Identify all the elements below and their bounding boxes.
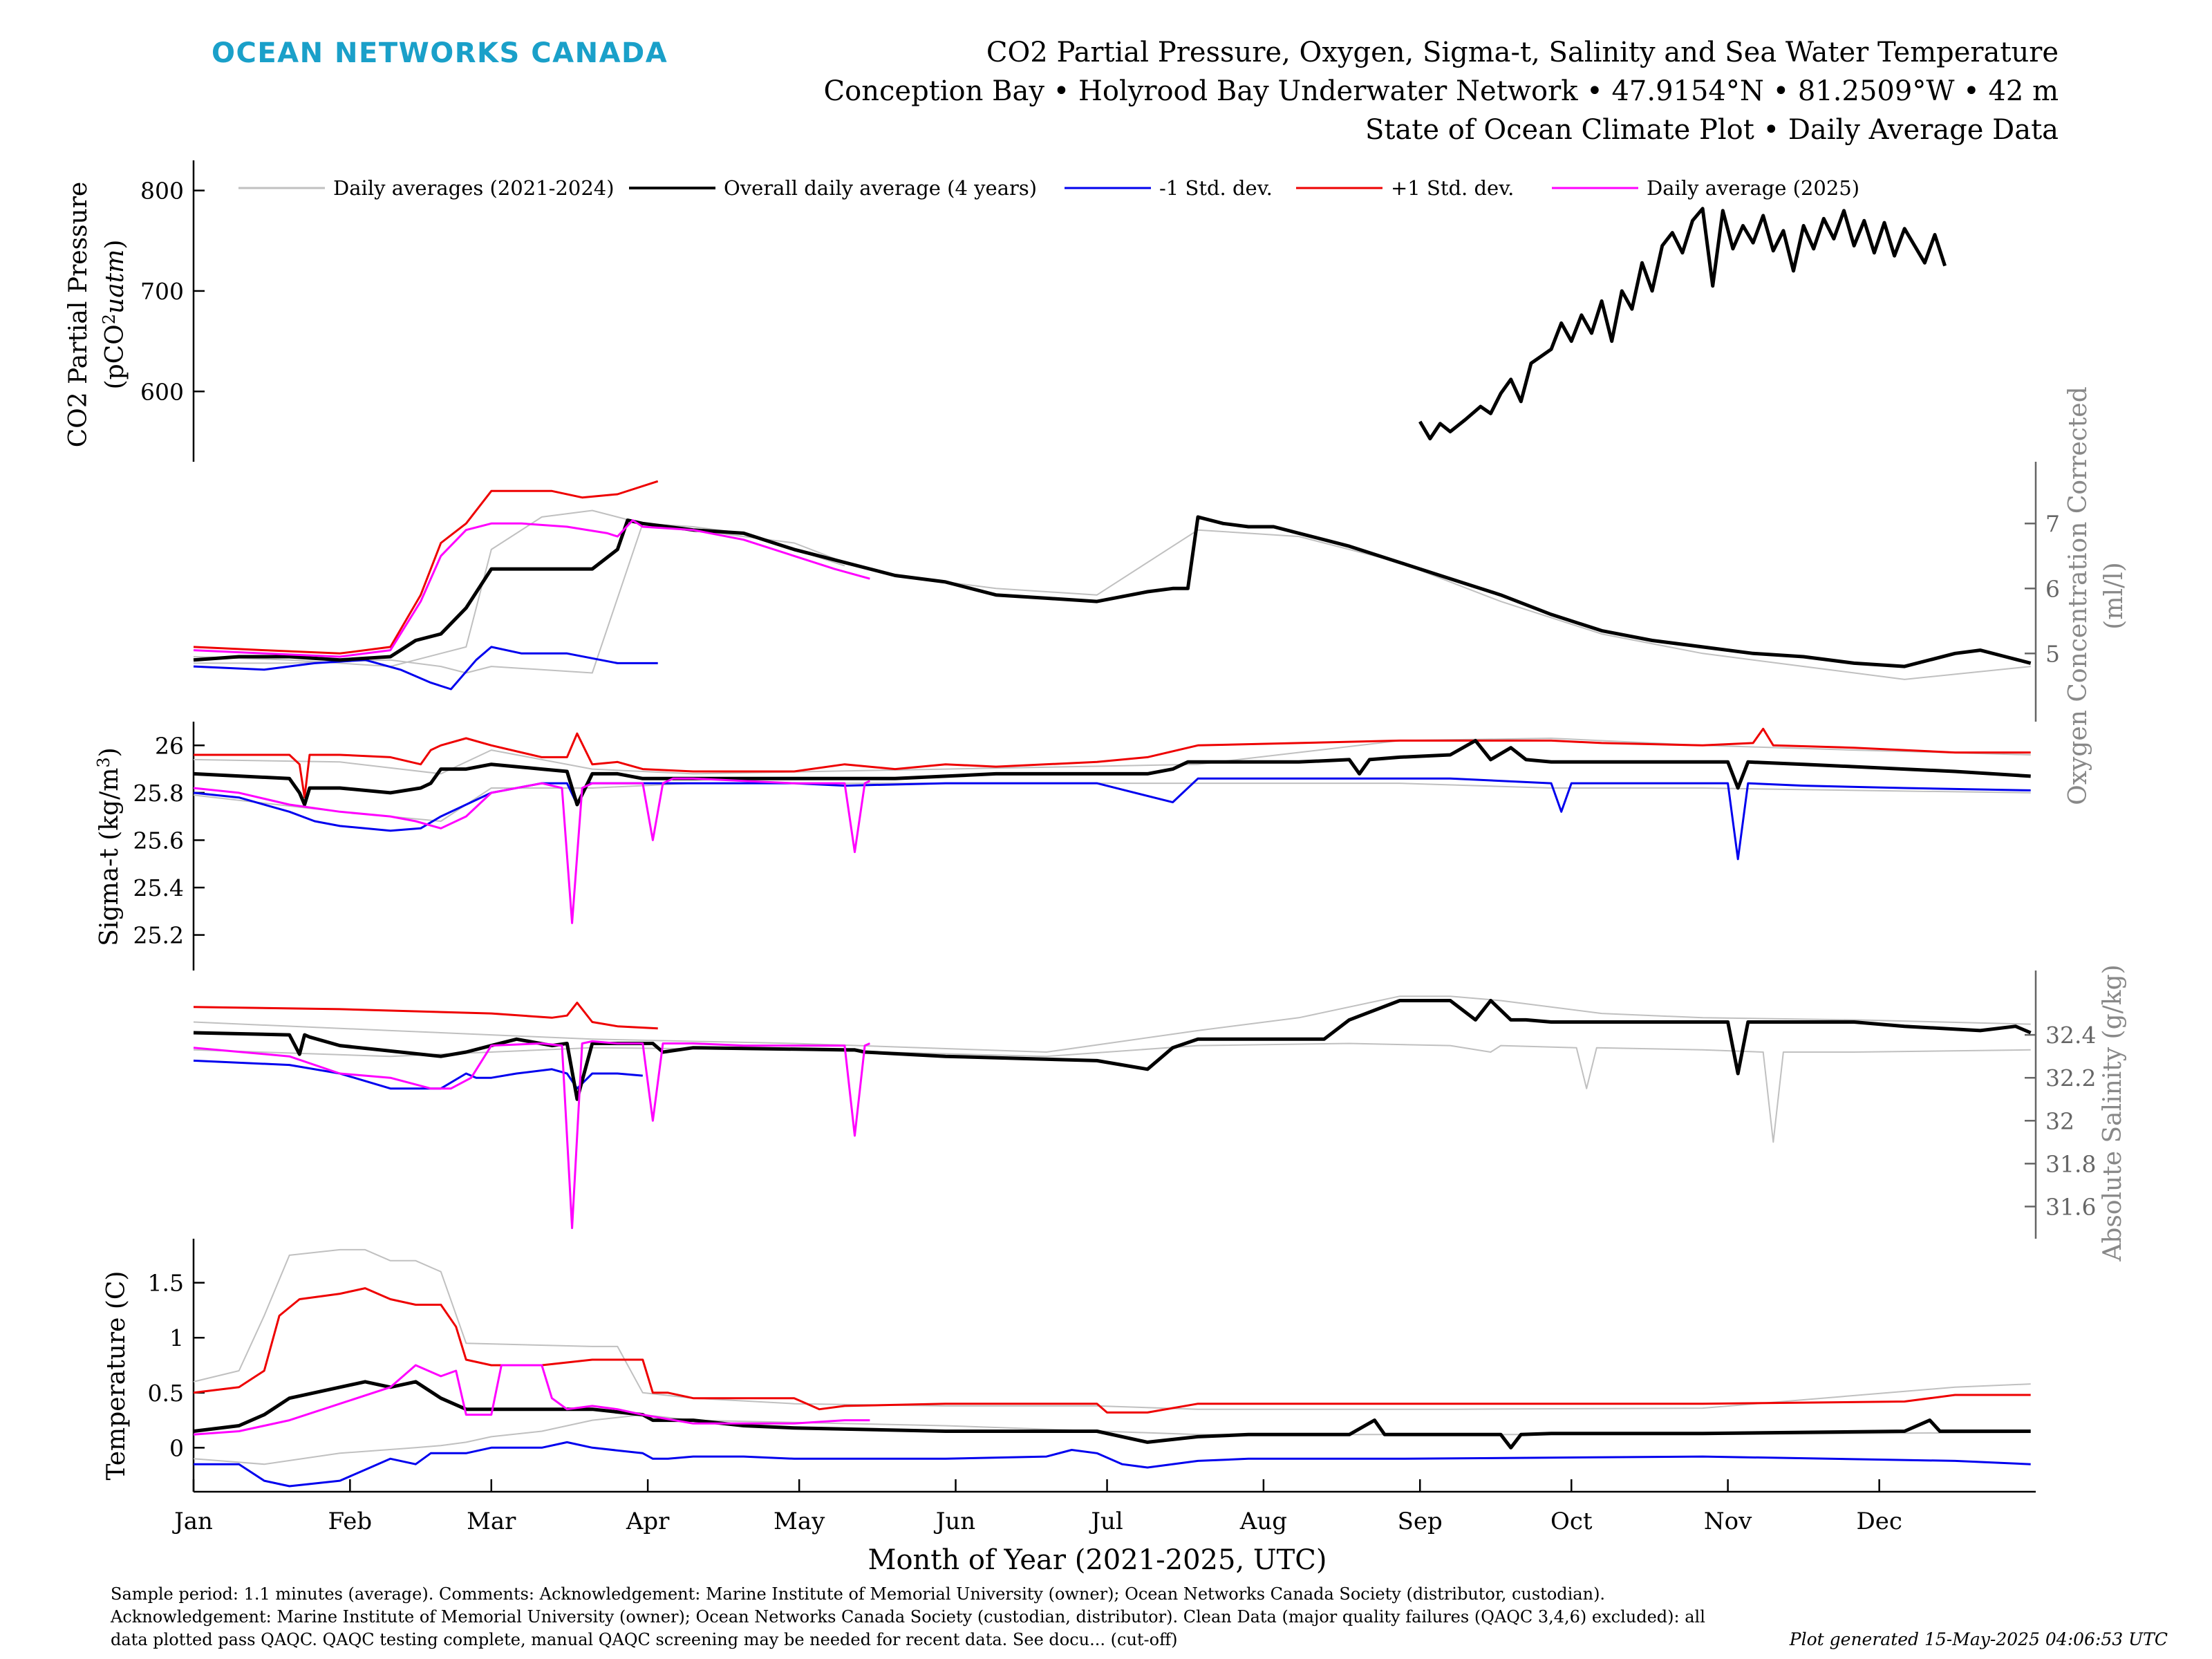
series-oxygen-plus-sd: [193, 480, 659, 655]
series-sigma_t-minus-sd: [193, 777, 2031, 861]
x-tick-label: Sep: [1398, 1508, 1443, 1535]
footnote: Sample period: 1.1 minutes (average). Co…: [111, 1584, 1705, 1649]
legend-label: Daily averages (2021-2024): [333, 176, 615, 200]
x-tick-label: Aug: [1239, 1508, 1287, 1535]
series-salinity-mean: [193, 999, 2032, 1101]
chart-title-block: CO2 Partial Pressure, Oxygen, Sigma-t, S…: [824, 33, 2059, 149]
y-tick-label-temperature: 1.5: [148, 1270, 184, 1297]
panel-sigma_t: 25.2 25.4 25.6 25.8 26: [133, 722, 2031, 971]
y-tick-label-salinity: 32.2: [2045, 1065, 2096, 1091]
ylabel-temperature: Temperature (C): [102, 1271, 131, 1481]
series-temperature-minus-sd: [194, 1441, 2031, 1488]
y-tick-label-oxygen: 6: [2045, 575, 2060, 602]
series-temperature-plus-sd: [193, 1287, 2031, 1414]
y-tick-label-salinity: 32.4: [2045, 1022, 2096, 1049]
legend-label: Daily average (2025): [1647, 176, 1859, 200]
series-oxygen-current: [193, 519, 870, 658]
series-sigma_t-mean: [193, 738, 2031, 807]
x-tick-label: Jun: [934, 1508, 975, 1535]
series-temperature-current: [193, 1364, 870, 1436]
panel-oxygen: 5 6 7: [193, 462, 2060, 722]
y-tick-label-temperature: 0.5: [148, 1380, 184, 1407]
y-tick-label-sigma_t: 25.6: [133, 827, 184, 854]
x-tick-label: Apr: [626, 1508, 670, 1535]
series-salinity-current: [193, 1040, 870, 1229]
y-tick-label-co2: 800: [140, 178, 184, 205]
ylabel-sigma-t: Sigma-t (kg/m3): [94, 747, 124, 946]
panel-temperature: 0 0.5 1 1.5: [148, 1239, 2031, 1492]
y-tick-label-sigma_t: 25.8: [133, 780, 184, 807]
ylabel-oxygen-line1: Oxygen Concentration Corrected: [2064, 386, 2092, 805]
series-salinity-plus-sd: [193, 1002, 658, 1030]
legend-item-2: -1 Std. dev.: [1065, 176, 1273, 200]
x-tick-label: Dec: [1856, 1508, 1902, 1535]
ylabel-co2-line2: (pCO2uatm): [100, 240, 129, 390]
chart-legend: Daily averages (2021-2024) Overall daily …: [238, 176, 1859, 200]
y-tick-label-oxygen: 5: [2045, 640, 2060, 667]
x-tick-label: Mar: [467, 1508, 516, 1535]
legend-item-3: +1 Std. dev.: [1296, 176, 1514, 200]
legend-item-0: Daily averages (2021-2024): [238, 176, 615, 200]
y-tick-label-salinity: 32: [2045, 1107, 2074, 1134]
series-temperature-mean: [193, 1380, 2031, 1450]
legend-label: Overall daily average (4 years): [724, 176, 1037, 200]
x-tick-label: Oct: [1550, 1508, 1593, 1535]
y-tick-label-temperature: 1: [169, 1324, 184, 1351]
series-salinity-historical: [193, 995, 2031, 1053]
legend-label: +1 Std. dev.: [1391, 176, 1514, 200]
legend-item-1: Overall daily average (4 years): [629, 176, 1037, 200]
x-tick-label: May: [774, 1508, 825, 1535]
y-tick-label-sigma_t: 25.2: [133, 922, 184, 949]
y-axis-labels: CO2 Partial Pressure (pCO2uatm) Oxygen C…: [64, 182, 2128, 1481]
series-oxygen-minus-sd: [193, 646, 658, 691]
ylabel-co2-line1: CO2 Partial Pressure: [64, 182, 93, 447]
series-salinity-historical-1: [193, 1042, 2031, 1143]
legend-label: -1 Std. dev.: [1159, 176, 1273, 200]
ylabel-oxygen-line2: (ml/l): [2100, 562, 2128, 629]
x-tick-label: Jan: [172, 1508, 213, 1535]
brand-logo-text: OCEAN NETWORKS CANADA: [212, 37, 668, 69]
y-tick-label-co2: 700: [140, 278, 184, 305]
y-tick-label-oxygen: 7: [2045, 510, 2060, 537]
legend-item-4: Daily average (2025): [1552, 176, 1859, 200]
y-tick-label-sigma_t: 26: [155, 732, 184, 759]
chart-title: CO2 Partial Pressure, Oxygen, Sigma-t, S…: [986, 37, 2059, 68]
series-oxygen-mean: [193, 515, 2032, 668]
panel-salinity: 31.6 31.8 32 32.2 32.4: [193, 971, 2096, 1239]
series-salinity-minus-sd: [193, 1059, 643, 1090]
ylabel-salinity: Absolute Salinity (g/kg): [2099, 964, 2127, 1262]
x-tick-label: Nov: [1704, 1508, 1752, 1535]
y-tick-label-co2: 600: [140, 378, 184, 405]
y-tick-label-salinity: 31.6: [2045, 1193, 2096, 1220]
x-axis-label: Month of Year (2021-2025, UTC): [868, 1544, 1327, 1576]
panel-co2: 600 700 800: [140, 160, 1947, 462]
y-tick-label-sigma_t: 25.4: [133, 874, 184, 901]
x-axis: Jan Feb Mar Apr May Jun Jul Aug Sep Oct Nov Dec Mont…: [172, 1479, 2036, 1576]
x-tick-label: Feb: [328, 1508, 373, 1535]
y-tick-label-salinity: 31.8: [2045, 1150, 2096, 1177]
series-temperature-historical: [193, 1248, 2031, 1410]
generated-timestamp: Plot generated 15-May-2025 04:06:53 UTC: [1789, 1629, 2168, 1649]
chart-panels: 600 700 800 5 6 7 25.2 25.4 25.6 25.8 26 31.6 31.8 32…: [133, 160, 2096, 1492]
chart-subtitle-location: Conception Bay • Holyrood Bay Underwater…: [823, 75, 2059, 107]
x-tick-label: Jul: [1089, 1508, 1123, 1535]
series-sigma_t-current: [193, 777, 871, 924]
y-tick-label-temperature: 0: [169, 1434, 184, 1461]
series-co2-mean: [1418, 207, 1947, 441]
series-sigma_t-plus-sd: [194, 727, 2031, 799]
chart-subtitle-type: State of Ocean Climate Plot • Daily Aver…: [1365, 114, 2059, 146]
